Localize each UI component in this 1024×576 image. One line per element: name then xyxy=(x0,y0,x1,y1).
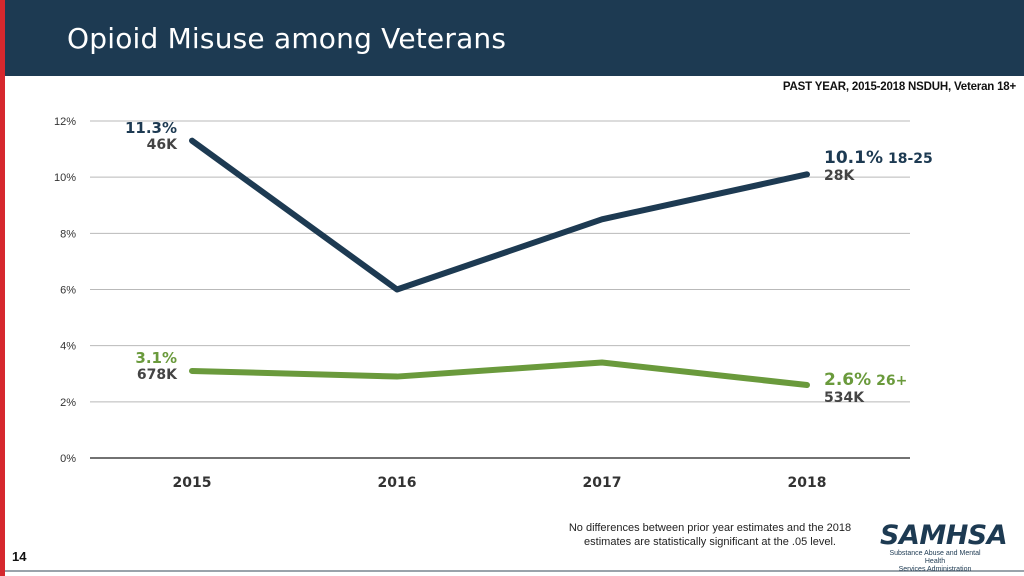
y-tick-label: 12% xyxy=(54,116,76,128)
y-tick-label: 10% xyxy=(54,172,76,184)
footnote-line-2: estimates are statistically significant … xyxy=(584,536,836,548)
y-tick-label: 8% xyxy=(60,228,76,240)
start-count-label-18-25: 46K xyxy=(147,137,178,153)
end-pct-value-18-25: 10.1% xyxy=(824,148,883,168)
y-tick-label: 0% xyxy=(60,453,76,465)
page-number: 14 xyxy=(12,549,27,564)
header-bar: Opioid Misuse among Veterans xyxy=(5,0,1024,76)
bottom-divider xyxy=(5,570,1024,572)
start-count-label-26+: 678K xyxy=(137,367,178,383)
x-tick-label-2016: 2016 xyxy=(378,475,417,491)
left-accent-bar xyxy=(0,0,5,576)
y-tick-label: 6% xyxy=(60,285,76,297)
y-tick-label: 2% xyxy=(60,397,76,409)
y-tick-label: 4% xyxy=(60,341,76,353)
end-count-label-18-25: 28K xyxy=(824,168,855,184)
x-tick-label-2015: 2015 xyxy=(173,475,212,491)
chart-subtitle: PAST YEAR, 2015-2018 NSDUH, Veteran 18+ xyxy=(782,81,1016,93)
end-pct-label-18-25: 10.1% 18-25 xyxy=(824,148,933,168)
significance-footnote: No differences between prior year estima… xyxy=(560,521,860,549)
x-axis-ticks: 2015 2016 2017 2018 xyxy=(173,475,827,491)
end-group-label-26+: 26+ xyxy=(876,373,907,389)
logo-subtitle-1: Substance Abuse and Mental Health xyxy=(889,550,981,565)
gridlines xyxy=(90,120,910,459)
end-count-label-26+: 534K xyxy=(824,390,865,406)
data-labels: 11.3%46K 10.1% 18-25 28K 3.1%678K 2.6% 26+ 534K xyxy=(125,119,933,406)
end-pct-label-26+: 2.6% 26+ xyxy=(824,370,907,390)
footnote-line-1: No differences between prior year estima… xyxy=(568,522,852,534)
x-tick-label-2018: 2018 xyxy=(788,475,827,491)
end-pct-value-26+: 2.6% xyxy=(824,370,871,390)
series-line-26+ xyxy=(189,359,810,388)
logo-wordmark: SAMHSA xyxy=(880,520,1008,551)
start-pct-label-18-25: 11.3% xyxy=(125,119,177,137)
end-group-label-18-25: 18-25 xyxy=(888,151,933,167)
series-lines xyxy=(189,137,810,388)
logo-subtitle-2: Services Administration xyxy=(898,566,972,573)
start-pct-label-26+: 3.1% xyxy=(135,349,177,367)
samhsa-logo: SAMHSA Substance Abuse and Mental Health… xyxy=(880,520,1008,574)
y-axis-ticks: 0% 2% 4% 6% 8% 10% 12% xyxy=(54,116,76,465)
x-tick-label-2017: 2017 xyxy=(583,475,622,491)
series-line-18-25 xyxy=(189,137,810,293)
page-title: Opioid Misuse among Veterans xyxy=(67,22,507,55)
